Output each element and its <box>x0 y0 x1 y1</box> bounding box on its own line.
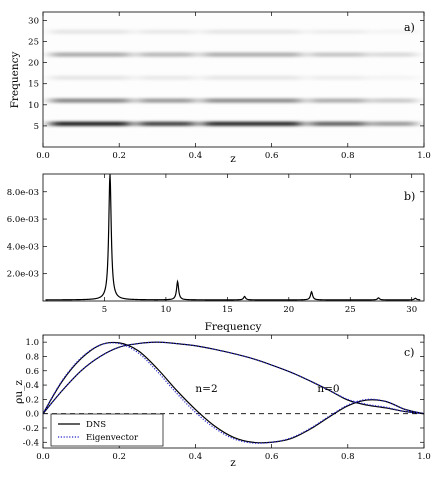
panel-c-profiles: 0.0 0.2 0.4 0.6 0.8 1.0 -0.4 -0.2 0.0 0.2 0.4 0.6 0.… <box>13 334 431 469</box>
panel-a-ylabel: Frequency <box>9 52 21 109</box>
legend-dns-label: DNS <box>86 420 106 430</box>
panel-c-label: c) <box>404 346 414 359</box>
panel-a-ytick-label: 10 <box>28 101 39 111</box>
panel-a-label: a) <box>404 21 415 34</box>
series-eigenvector-2 <box>43 342 424 444</box>
heatmap-band-21.9 <box>370 52 417 57</box>
panel-b-ytick-label: 6.0e-03 <box>7 215 39 225</box>
heatmap-band-11 <box>138 98 196 103</box>
series-eigenvector-3 <box>43 341 424 415</box>
heatmap-band-16.4 <box>370 75 417 81</box>
panel-c-ytick-label: -0.4 <box>23 438 39 448</box>
annotation-n0: n=0 <box>317 383 339 395</box>
series-dns-0 <box>43 341 424 444</box>
panel-a-ytick-label: 5 <box>34 122 39 132</box>
heatmap-band-11 <box>203 98 303 103</box>
panel-b-xtick-label: 15 <box>222 305 233 315</box>
panel-a-ytick-label: 25 <box>28 38 39 48</box>
heatmap-band-21.9 <box>309 52 367 57</box>
heatmap-band-27.3 <box>309 29 367 35</box>
heatmap-band-21.9 <box>50 52 131 57</box>
panel-c-ylabel: ρu_z <box>13 380 25 404</box>
panel-c-frame <box>42 334 425 449</box>
panel-a-xtick-label: 0.6 <box>265 151 279 161</box>
panel-c-ytick-label: 0.8 <box>25 352 39 362</box>
panel-b-xtick-label: 30 <box>406 305 417 315</box>
panel-a-ytick-label: 15 <box>28 80 39 90</box>
panel-b-xtick-label: 5 <box>102 305 107 315</box>
panel-a-xtick-label: 0.8 <box>341 151 355 161</box>
panel-c-ytick-label: 0.0 <box>25 410 39 420</box>
panel-c-xlabel: z <box>230 457 236 469</box>
panel-a-xtick-label: 0.4 <box>189 151 203 161</box>
panel-a-ytick-label: 30 <box>28 16 39 26</box>
panel-a-frame <box>42 11 425 148</box>
legend-box <box>50 413 164 447</box>
panel-c-xtick-label: 0.8 <box>341 452 355 462</box>
panel-b-ytick-label: 4.0e-03 <box>7 242 39 252</box>
series-dns-1 <box>43 341 424 415</box>
heatmap-band-5.5 <box>203 121 303 126</box>
heatmap-band-5.5 <box>309 121 367 126</box>
panel-c-xtick-label: 0.2 <box>112 452 126 462</box>
heatmap-band-16.4 <box>203 75 303 81</box>
panel-b-ytick-label: 2.0e-03 <box>7 270 39 280</box>
panel-c-ytick-label: -0.2 <box>23 424 39 434</box>
legend-eigenvector-label: Eigenvector <box>86 433 139 443</box>
panel-b-xlabel: Frequency <box>205 321 262 333</box>
panel-c-ytick-label: 0.2 <box>25 395 39 405</box>
heatmap-band-16.4 <box>309 75 367 81</box>
heatmap-band-27.3 <box>370 29 417 35</box>
panel-a-xtick-label: 1.0 <box>417 151 431 161</box>
panel-a-xtick-label: 0.2 <box>112 151 126 161</box>
heatmap-band-11 <box>309 98 367 103</box>
heatmap-band-27.3 <box>203 29 303 35</box>
panel-c-ytick-label: 1.0 <box>25 338 39 348</box>
panel-c-xtick-label: 1.0 <box>417 452 431 462</box>
panel-b-ytick-label: 8.0e-03 <box>7 188 39 198</box>
heatmap-band-11 <box>50 98 131 103</box>
panel-a-ytick-label: 20 <box>28 59 39 69</box>
heatmap-band-16.4 <box>50 75 131 81</box>
annotation-n2: n=2 <box>195 383 217 395</box>
heatmap-band-27.3 <box>138 29 196 35</box>
panel-a-xlabel: z <box>230 153 236 165</box>
spectrum-line <box>45 174 421 301</box>
panel-b-xtick-label: 10 <box>160 305 171 315</box>
panel-a-heatmap: 0.0 0.2 0.4 0.6 0.8 1.0 5 10 15 20 25 30 a) z Frequ… <box>9 11 431 165</box>
panel-c-xtick-label: 0.4 <box>189 452 203 462</box>
panel-c-ytick-label: 0.6 <box>25 367 39 377</box>
panel-b-spectrum: 5 10 15 20 25 302.0e-034.0e-036.0e-038.0e-03 … <box>7 173 425 333</box>
panel-b-label: b) <box>404 190 415 203</box>
panel-b-xtick-label: 20 <box>283 305 294 315</box>
legend: DNS Eigenvector <box>50 413 164 447</box>
heatmap-band-11 <box>370 98 417 103</box>
panel-b-xtick-label: 25 <box>345 305 356 315</box>
panel-c-xtick-label: 0.6 <box>265 452 279 462</box>
heatmap-band-5.5 <box>138 121 196 126</box>
heatmap-band-21.9 <box>203 52 303 57</box>
panel-c-xtick-label: 0.0 <box>36 452 50 462</box>
heatmap-band-16.4 <box>138 75 196 81</box>
heatmap-band-5.5 <box>50 121 131 126</box>
panel-c-ytick-label: 0.4 <box>25 381 39 391</box>
panel-b-frame <box>42 173 425 302</box>
heatmap-band-27.3 <box>50 29 131 35</box>
panel-a-xtick-label: 0.0 <box>36 151 50 161</box>
heatmap-band-5.5 <box>370 121 417 126</box>
heatmap-band-21.9 <box>138 52 196 57</box>
